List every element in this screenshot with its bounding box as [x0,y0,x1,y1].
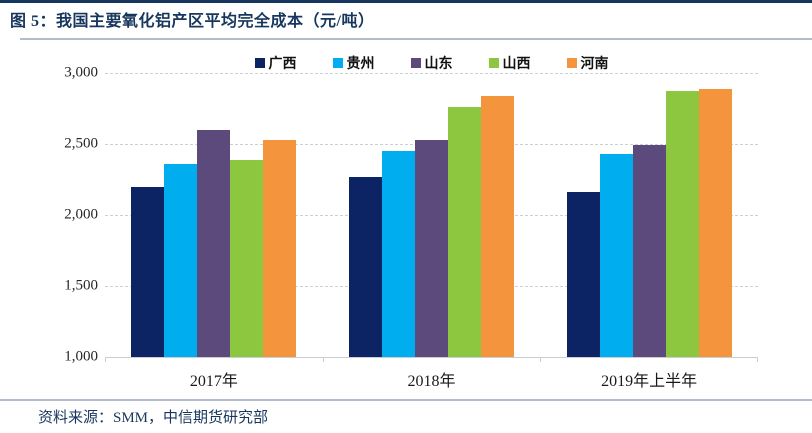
y-axis-labels: 3,000 2,500 2,000 1,500 1,000 [28,65,98,365]
source-note: 资料来源：SMM，中信期货研究部 [38,410,269,426]
y-tick-label: 2,500 [64,135,98,152]
bar-shandong-2018 [415,139,448,357]
bar-shanxi-2017 [230,159,264,357]
bar-guizhou-2017 [164,163,198,357]
legend-swatch-henan [566,58,577,68]
plot-area [105,73,758,358]
footer-divider-line [0,399,812,401]
chart-legend: 广西 贵州 山东 山西 河南 [105,56,758,70]
legend-item-guizhou: 贵州 [332,55,375,71]
bar-shanxi-2019h1 [665,91,699,357]
legend-swatch-guangxi [254,58,265,68]
x-category-label-2018: 2018年 [407,373,456,390]
x-category-label-2019h1: 2019年上半年 [601,373,698,390]
bar-henan-2017 [263,139,297,357]
bar-guangxi-2018 [349,176,382,357]
legend-item-henan: 河南 [566,55,609,71]
bar-shanxi-2018 [448,107,481,357]
bar-guizhou-2018 [382,151,415,357]
legend-label: 河南 [580,55,609,71]
bar-guizhou-2019h1 [599,153,633,357]
y-tick-label: 1,500 [64,277,98,294]
bar-group-2017 [105,73,323,357]
bar-guangxi-2017 [131,186,165,357]
legend-item-shandong: 山东 [410,55,453,71]
bar-shandong-2019h1 [632,145,666,357]
legend-label: 广西 [268,55,297,71]
y-tick-label: 1,000 [64,348,98,365]
bar-group-2018 [323,73,541,357]
x-category-label-2017: 2017年 [189,373,238,390]
x-axis-tick [540,357,542,362]
bar-group-2019h1 [540,73,758,357]
legend-item-shanxi: 山西 [488,55,531,71]
title-divider-line [20,38,812,40]
bar-shandong-2017 [197,129,231,357]
legend-label: 贵州 [346,55,375,71]
bar-henan-2018 [481,95,514,357]
legend-label: 山西 [502,55,531,71]
legend-swatch-shanxi [488,58,499,68]
bar-guangxi-2019h1 [566,192,600,357]
figure-title: 图 5：我国主要氧化铝产区平均完全成本（元/吨） [10,13,375,30]
x-axis-tick [757,357,758,362]
x-axis-ticks [105,357,758,362]
x-axis-tick [322,357,324,362]
gridline-3000 [105,73,758,74]
y-tick-label: 2,000 [64,206,98,223]
top-border-line [0,0,812,3]
x-axis-tick [105,357,106,362]
bar-series-container [105,73,758,357]
legend-swatch-guizhou [332,58,343,68]
x-axis-labels: 2017年 2018年 2019年上半年 [105,367,758,391]
legend-swatch-shandong [410,58,421,68]
y-tick-label: 3,000 [64,64,98,81]
legend-item-guangxi: 广西 [254,55,297,71]
bar-henan-2019h1 [698,88,732,357]
legend-label: 山东 [424,55,453,71]
